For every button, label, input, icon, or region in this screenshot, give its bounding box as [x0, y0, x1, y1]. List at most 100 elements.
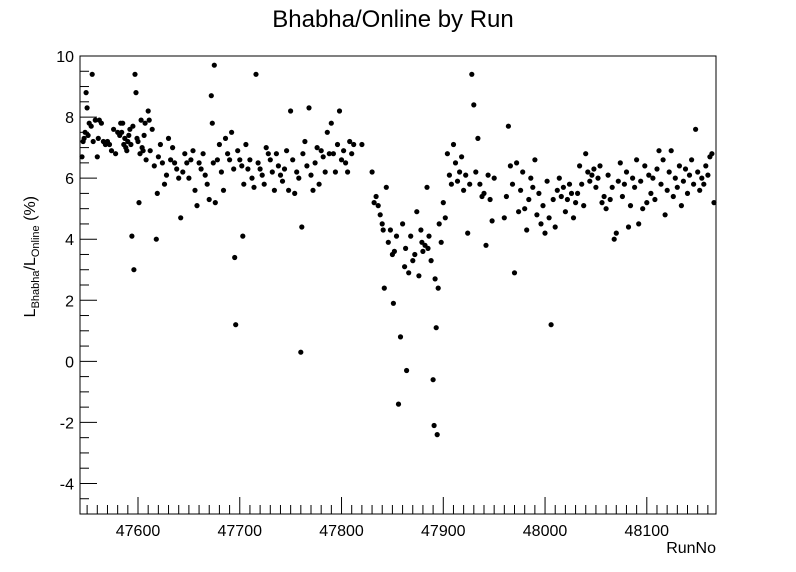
data-point: [617, 160, 623, 166]
data-point: [136, 200, 142, 206]
data-point: [444, 151, 450, 157]
data-point: [336, 108, 343, 114]
data-point: [341, 148, 347, 154]
data-point: [383, 184, 389, 190]
data-point: [275, 163, 281, 169]
data-point: [81, 135, 87, 141]
data-point: [684, 190, 691, 196]
data-point: [188, 157, 194, 163]
data-point: [481, 190, 487, 196]
data-point: [465, 230, 471, 236]
data-point: [343, 160, 349, 166]
y-label-prefix: L: [22, 308, 39, 317]
data-point: [359, 141, 365, 148]
data-point: [402, 264, 408, 270]
data-point: [395, 401, 402, 407]
data-point: [556, 175, 562, 181]
data-point: [640, 206, 646, 212]
data-point: [265, 151, 271, 157]
data-point: [424, 184, 430, 190]
data-point: [682, 166, 689, 172]
data-point: [630, 175, 636, 181]
data-point: [296, 175, 302, 181]
data-point: [233, 322, 239, 328]
data-point: [615, 178, 621, 184]
y-axis: -4 -2 0 2 4 6 8 10: [56, 49, 97, 515]
data-point: [511, 270, 518, 276]
data-point: [404, 367, 410, 374]
data-point: [619, 193, 626, 200]
data-point: [625, 224, 632, 230]
data-point: [140, 148, 146, 154]
data-point: [131, 267, 137, 273]
data-point: [312, 160, 318, 166]
data-point: [145, 108, 151, 114]
data-point: [142, 120, 148, 126]
data-point: [632, 184, 638, 190]
data-point: [528, 175, 534, 181]
data-point: [554, 187, 560, 193]
data-point: [308, 172, 314, 178]
data-point: [387, 227, 393, 233]
data-point: [416, 273, 422, 279]
data-point: [322, 169, 328, 175]
data-point: [709, 151, 715, 157]
data-point: [438, 239, 444, 245]
data-point: [660, 157, 666, 163]
data-point: [467, 181, 473, 187]
data-point: [678, 203, 685, 209]
data-point: [209, 120, 215, 126]
data-point: [292, 190, 298, 196]
data-point: [120, 120, 126, 126]
y-tick-label: 2: [65, 293, 74, 310]
data-point: [450, 141, 457, 148]
data-point: [271, 187, 277, 193]
data-point: [699, 175, 705, 181]
data-point: [202, 172, 208, 178]
data-point: [345, 169, 351, 175]
data-point: [697, 187, 703, 193]
data-point: [546, 215, 552, 221]
data-point: [601, 193, 607, 200]
data-point: [540, 203, 546, 209]
data-point: [477, 181, 483, 187]
data-point: [138, 117, 144, 123]
data-point: [552, 224, 558, 230]
data-point: [516, 209, 522, 215]
data-point: [459, 154, 465, 160]
data-point: [245, 166, 251, 172]
data-point: [658, 181, 664, 187]
data-point: [206, 196, 212, 203]
data-point: [603, 206, 609, 212]
data-point: [471, 102, 477, 108]
data-point: [119, 129, 125, 135]
data-point: [457, 169, 463, 175]
data-point: [656, 148, 662, 154]
data-point: [132, 71, 138, 77]
data-point: [575, 190, 581, 196]
y-tick-label: 8: [65, 110, 74, 127]
data-point: [644, 200, 650, 206]
data-point: [255, 160, 261, 166]
data-point: [587, 178, 593, 184]
data-point: [373, 193, 379, 200]
data-point: [240, 233, 246, 239]
data-point: [349, 151, 355, 157]
data-point: [412, 251, 418, 258]
data-point: [159, 160, 165, 166]
data-point: [564, 196, 571, 203]
data-point: [448, 181, 454, 187]
chart-title: Bhabha/Online by Run: [272, 6, 514, 33]
data-point: [316, 181, 322, 187]
data-point: [530, 184, 536, 190]
data-point: [548, 322, 554, 328]
data-point: [157, 141, 163, 148]
data-point: [377, 212, 383, 218]
data-point: [330, 151, 336, 157]
data-point: [235, 148, 241, 154]
data-point: [674, 184, 680, 190]
data-point: [279, 178, 286, 184]
data-point: [670, 193, 676, 200]
data-point: [654, 166, 660, 172]
x-tick-label: 47800: [319, 523, 364, 540]
